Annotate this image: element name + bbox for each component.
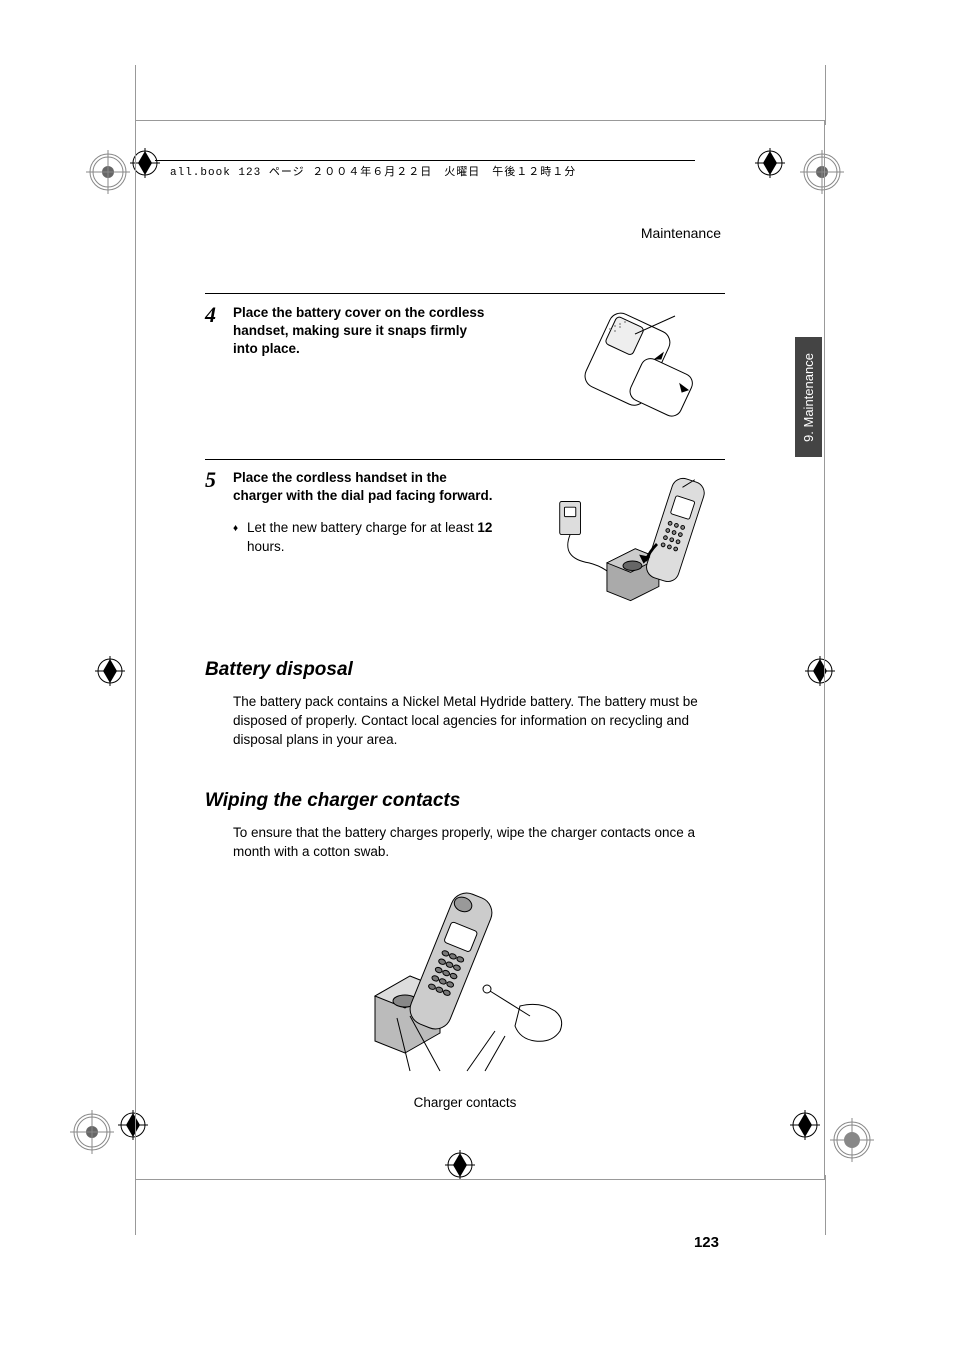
frame-tick — [825, 65, 826, 125]
charger-contacts-illustration: Charger contacts — [205, 886, 725, 1110]
bullet-post: hours. — [247, 539, 285, 554]
step-instruction: Place the cordless handset in the charge… — [233, 469, 493, 505]
section-paragraph: To ensure that the battery charges prope… — [233, 824, 713, 862]
crop-mark-icon — [86, 150, 130, 194]
crop-mark-icon — [95, 656, 125, 686]
crop-header-text: all.book 123 ページ ２００４年６月２２日 火曜日 午後１２時１分 — [170, 163, 576, 179]
step-body: Place the cordless handset in the charge… — [233, 469, 555, 619]
step-bullet: Let the new battery charge for at least … — [233, 519, 513, 557]
frame-tick — [825, 1175, 826, 1235]
divider — [205, 459, 725, 460]
bullet-bold: 12 — [477, 520, 492, 535]
step-item: 5 Place the cordless handset in the char… — [205, 469, 725, 619]
step-item: 4 Place the battery cover on the cordles… — [205, 304, 725, 424]
header-rule — [155, 160, 695, 161]
page-number: 123 — [694, 1234, 719, 1251]
divider — [205, 293, 725, 294]
step-number: 5 — [205, 469, 233, 619]
side-tab-label: 9. Maintenance — [801, 353, 816, 442]
section-paragraph: The battery pack contains a Nickel Metal… — [233, 693, 713, 750]
section-heading: Wiping the charger contacts — [205, 790, 725, 812]
step-number: 4 — [205, 304, 233, 424]
crop-mark-icon — [830, 1118, 874, 1162]
step-instruction: Place the battery cover on the cordless … — [233, 304, 493, 359]
content-area: 4 Place the battery cover on the cordles… — [205, 285, 725, 1110]
figure-caption: Charger contacts — [205, 1095, 725, 1110]
side-tab: 9. Maintenance — [795, 337, 822, 457]
step-body: Place the battery cover on the cordless … — [233, 304, 555, 424]
running-head: Maintenance — [641, 225, 721, 241]
section-heading: Battery disposal — [205, 659, 725, 681]
handset-battery-cover-illustration — [555, 304, 725, 424]
crop-mark-icon — [70, 1110, 114, 1154]
bullet-pre: Let the new battery charge for at least — [247, 520, 477, 535]
frame-tick — [135, 65, 136, 125]
handset-charger-illustration — [555, 469, 725, 619]
frame-tick — [135, 1175, 136, 1235]
